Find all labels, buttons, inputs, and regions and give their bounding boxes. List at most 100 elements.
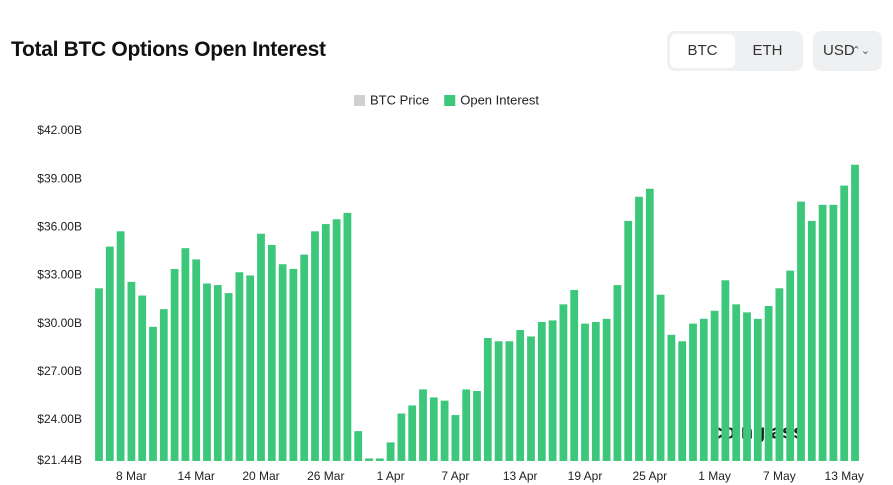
y-tick-label: $36.00B [37,219,82,233]
bar [689,323,697,461]
page-title: Total BTC Options Open Interest [11,38,326,61]
bar [451,415,460,461]
x-tick-label: 1 May [698,469,731,483]
bar [429,397,438,461]
bar [105,246,114,461]
bar [181,248,190,461]
y-tick-label: $33.00B [37,268,82,282]
bar [743,312,751,461]
bar [300,254,309,461]
bar [624,220,633,461]
bar [95,288,103,461]
legend-swatch [444,95,456,106]
bar [699,318,708,461]
bar [645,188,654,461]
bar [354,431,363,461]
select-arrow: ⌃⌄ [851,45,870,57]
bar [386,442,395,461]
toggle-eth[interactable]: ETH [752,42,783,59]
bar [235,272,244,461]
bar [829,204,838,461]
bar [321,224,330,461]
bar [678,341,687,461]
x-tick-label: 7 May [763,469,796,483]
toggle-btc[interactable]: BTC [670,34,735,68]
bar [332,219,341,461]
bar [775,288,784,461]
bar [127,281,136,461]
bar [732,304,741,461]
bar [591,322,600,461]
y-tick-label: $39.00B [37,171,82,185]
bar [548,320,557,461]
currency-value: USD [823,42,855,59]
bar [581,323,589,461]
bar [440,400,449,461]
x-tick-label: 8 Mar [116,469,147,483]
x-tick-label: 26 Mar [307,469,344,483]
bar [149,326,157,461]
legend-label: BTC Price [370,92,429,107]
bar [851,164,859,461]
x-tick-label: 7 Apr [441,469,469,483]
bar [656,294,665,461]
bar [527,336,535,461]
bar [267,244,276,461]
bar [257,233,265,461]
bar [494,341,503,461]
bar [721,280,730,461]
y-tick-label: $27.00B [37,364,82,378]
legend-label: Open Interest [460,92,539,107]
x-tick-label: 13 May [825,469,864,483]
y-tick-label: $30.00B [37,316,82,330]
bar [224,293,233,461]
bar [159,309,168,461]
bar [397,413,406,461]
bar [840,185,849,461]
bar [408,405,417,461]
currency-select[interactable]: USD ⌃⌄ [813,31,882,71]
bar [505,341,514,461]
bar [635,196,643,462]
bar [343,212,352,461]
bar [213,285,222,461]
bar [278,264,287,461]
bar [246,275,255,461]
x-tick-label: 20 Mar [242,469,279,483]
bar [786,270,795,461]
bar [667,334,676,461]
bar [203,283,211,461]
x-tick-label: 14 Mar [178,469,215,483]
bar [818,204,827,461]
x-tick-label: 25 Apr [632,469,667,483]
x-tick-label: 1 Apr [377,469,405,483]
bar [559,304,568,461]
legend-swatch [354,95,365,106]
x-tick-label: 19 Apr [568,469,603,483]
bar [138,295,147,461]
bar [192,259,201,461]
bar [570,289,579,461]
y-tick-label: $42.00B [37,123,82,137]
bar [170,269,179,461]
x-tick-label: 13 Apr [503,469,538,483]
bar [289,269,298,461]
bar [365,458,373,461]
bar [483,338,492,461]
coin-toggle: BTC ETH [667,31,803,71]
bar [797,201,805,462]
bar [462,389,471,461]
bar [764,305,773,461]
bar [516,330,525,461]
y-tick-label: $21.44B [37,453,82,467]
bar [710,310,719,461]
bar [537,322,546,461]
bar [419,389,427,461]
bar [375,458,384,461]
bar [116,231,125,461]
bar [311,231,319,461]
bar [473,391,481,461]
y-tick-label: $24.00B [37,412,82,426]
